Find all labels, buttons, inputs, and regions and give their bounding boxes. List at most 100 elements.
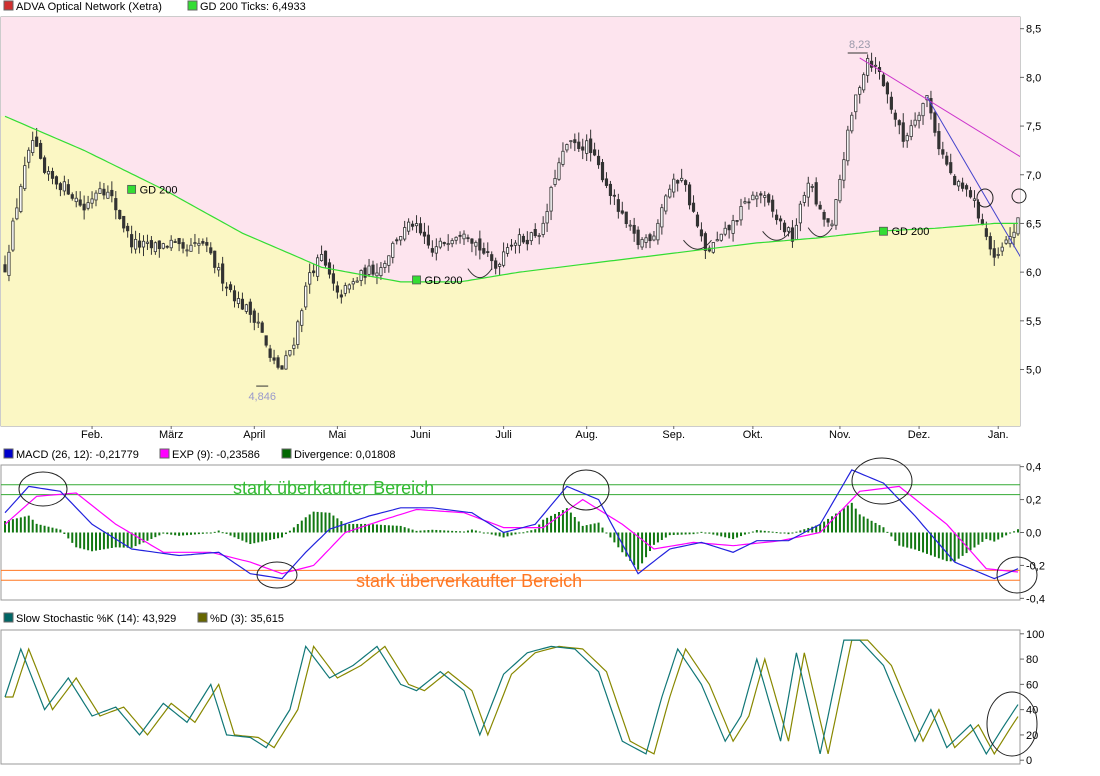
candle-body	[126, 225, 130, 232]
price-candle	[806, 176, 810, 207]
price-candle	[775, 209, 779, 225]
price-candle	[866, 54, 870, 83]
divergence-bar	[348, 523, 351, 533]
price-candle	[462, 230, 466, 246]
candle-body	[972, 198, 977, 201]
divergence-bar	[751, 531, 754, 533]
price-candle	[15, 198, 19, 221]
divergence-bar	[957, 532, 960, 559]
candle-body	[652, 235, 656, 241]
divergence-bar	[170, 532, 173, 535]
divergence-bar	[154, 532, 157, 538]
candle-body	[1012, 231, 1016, 238]
candle-body	[699, 229, 704, 237]
candle-body	[359, 270, 363, 281]
divergence-bar	[241, 532, 244, 541]
candle-body	[771, 199, 775, 212]
divergence-bar	[245, 532, 248, 543]
upper-zone	[1, 17, 1020, 282]
divergence-bar	[827, 518, 830, 533]
price-candle	[814, 177, 818, 207]
price-candle	[106, 185, 110, 199]
price-candle	[319, 245, 324, 262]
price-candle	[98, 181, 102, 194]
candle-body	[810, 186, 814, 188]
divergence-bar	[201, 532, 204, 534]
candle-body	[462, 233, 466, 240]
candle-body	[98, 188, 102, 194]
candle-body	[545, 211, 549, 224]
candle-body	[517, 234, 522, 246]
price-candle	[74, 191, 78, 208]
divergence-bar	[846, 505, 849, 533]
price-candle	[133, 230, 138, 254]
price-candle	[363, 264, 367, 285]
price-candle	[90, 191, 94, 209]
candle-body	[636, 229, 640, 246]
divergence-bar	[581, 525, 584, 533]
lower-zone	[1, 116, 1020, 426]
price-candle	[885, 81, 890, 104]
divergence-bar	[834, 513, 837, 533]
divergence-bar	[383, 525, 386, 533]
price-candle	[474, 240, 478, 256]
candle-body	[430, 248, 434, 253]
candle-body	[308, 272, 312, 285]
candle-body	[1004, 239, 1008, 244]
price-candle	[537, 232, 541, 245]
legend-swatch-macd	[3, 448, 14, 459]
price-candle	[248, 298, 252, 323]
candle-body	[949, 162, 953, 174]
divergence-bar	[419, 530, 422, 533]
price-candle	[490, 251, 494, 270]
divergence-bar	[59, 529, 62, 533]
price-candle	[664, 194, 668, 215]
divergence-bar	[648, 532, 651, 552]
divergence-bar	[300, 520, 303, 533]
candle-body	[569, 140, 573, 143]
stoch-y-tick-label: 40	[1026, 705, 1038, 717]
candle-body	[276, 357, 280, 368]
price-candle	[323, 250, 328, 269]
candle-body	[177, 237, 181, 245]
price-candle	[636, 226, 640, 250]
candle-body	[945, 155, 949, 165]
candle-body	[854, 94, 858, 113]
divergence-bar	[372, 524, 375, 533]
divergence-bar	[692, 532, 695, 535]
candle-body	[228, 284, 233, 291]
candle-body	[913, 119, 917, 126]
candle-body	[996, 254, 1000, 256]
divergence-bar	[463, 531, 466, 533]
price-candle	[232, 285, 237, 308]
candle-body	[1000, 246, 1004, 252]
divergence-bar	[225, 532, 228, 534]
macd-y-tick-label: 0,2	[1026, 495, 1041, 507]
price-candle	[889, 91, 893, 114]
price-candle	[58, 181, 62, 197]
divergence-bar	[890, 532, 893, 537]
candle-body	[620, 210, 624, 214]
divergence-bar	[221, 532, 224, 534]
candle-body	[15, 207, 19, 220]
divergence-bar	[130, 532, 133, 548]
divergence-bar	[379, 524, 382, 533]
price-candle	[953, 174, 957, 186]
x-tick-label: Aug.	[575, 429, 598, 441]
divergence-bar	[858, 514, 861, 533]
candle-body	[687, 184, 692, 206]
price-candle	[822, 209, 826, 227]
divergence-bar	[459, 531, 462, 533]
divergence-bar	[953, 532, 956, 562]
price-candle	[905, 132, 909, 148]
divergence-bar	[237, 532, 240, 539]
candle-body	[383, 263, 387, 268]
y-tick-label: 8,5	[1026, 24, 1041, 36]
price-candle	[648, 232, 652, 249]
price-candle	[82, 195, 86, 220]
candle-body	[596, 155, 601, 166]
price-candle	[901, 113, 905, 148]
price-candle	[1000, 242, 1004, 256]
divergence-bar	[344, 523, 347, 533]
price-candle	[438, 237, 442, 250]
